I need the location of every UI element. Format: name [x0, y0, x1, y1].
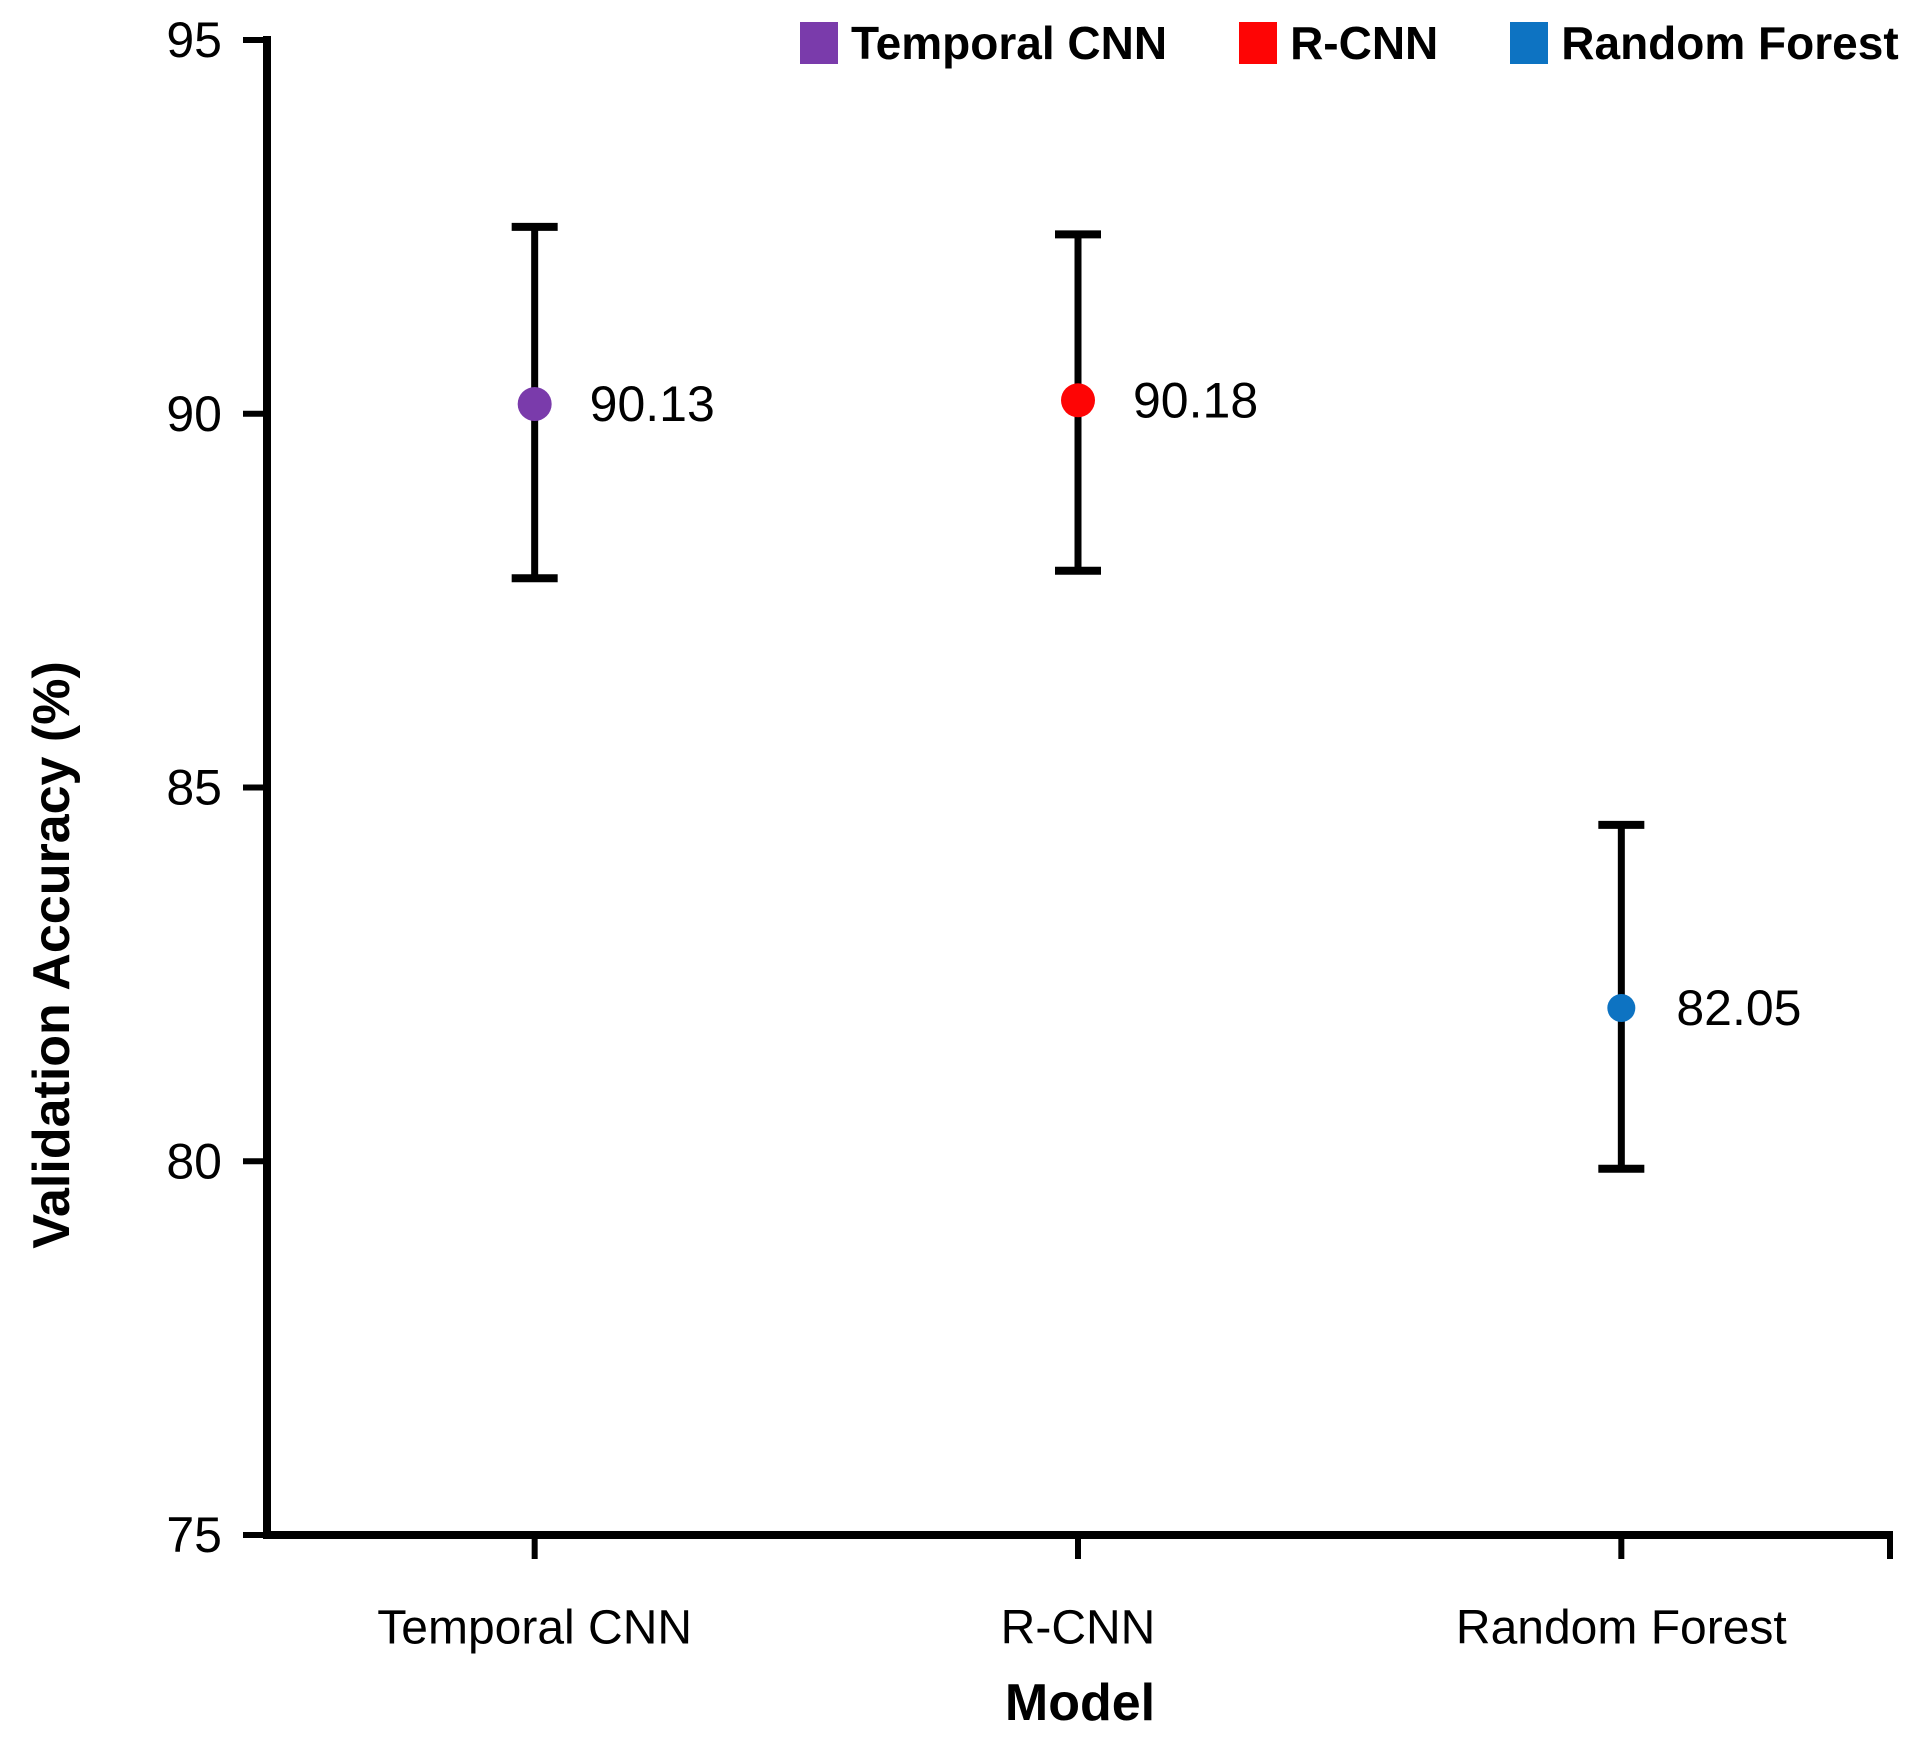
legend-swatch-temporal-cnn-icon [800, 22, 838, 64]
x-category-label: Random Forest [1456, 1602, 1787, 1655]
y-tick-label: 80 [166, 1133, 222, 1189]
y-tick-label: 75 [166, 1507, 222, 1563]
y-axis-title: Validation Accuracy (%) [23, 661, 81, 1249]
data-point-label: 90.18 [1133, 372, 1258, 428]
x-category-label: R-CNN [1001, 1602, 1156, 1655]
x-axis-title: Model [1004, 1674, 1156, 1732]
legend-label-temporal-cnn: Temporal CNN [851, 17, 1168, 69]
data-point-label: 82.05 [1676, 980, 1801, 1036]
data-point[interactable] [1607, 994, 1636, 1023]
legend-item-temporal-cnn: Temporal CNN [800, 20, 1167, 66]
data-point[interactable] [517, 387, 552, 422]
y-tick-label: 90 [166, 386, 222, 442]
legend-label-random-forest: Random Forest [1561, 17, 1899, 69]
y-tick-label: 85 [166, 760, 222, 816]
data-point-label: 90.13 [590, 376, 715, 432]
legend-label-r-cnn: R-CNN [1290, 17, 1439, 69]
data-point[interactable] [1061, 383, 1095, 418]
x-category-label: Temporal CNN [377, 1602, 692, 1655]
legend-item-random-forest: Random Forest [1510, 17, 1899, 69]
y-tick-label: 95 [166, 12, 222, 68]
legend: Temporal CNN R-CNN Random Forest [800, 20, 1899, 66]
legend-item-r-cnn: R-CNN [1239, 20, 1438, 66]
legend-swatch-r-cnn-icon [1239, 22, 1278, 64]
legend-swatch-random-forest-icon [1510, 22, 1549, 64]
